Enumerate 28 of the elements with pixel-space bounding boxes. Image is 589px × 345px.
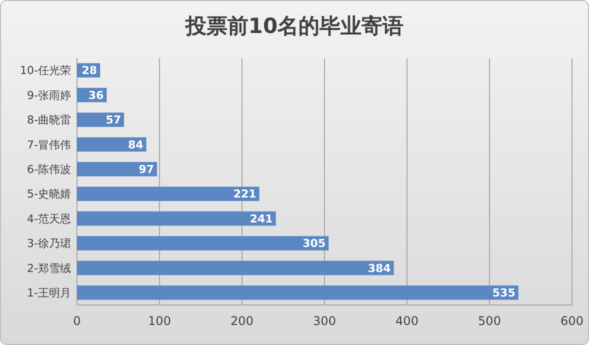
data-label: 384 [368, 262, 392, 275]
y-tick-label: 6-陈伟波 [27, 163, 71, 176]
data-label: 57 [106, 114, 122, 127]
x-tick-label: 100 [148, 314, 171, 328]
data-label: 84 [128, 138, 144, 152]
x-tick-label: 200 [230, 314, 254, 328]
y-tick-label: 8-曲晓雷 [27, 114, 71, 127]
y-tick-label: 1-王明月 [27, 286, 71, 300]
x-tick-label: 400 [396, 314, 418, 328]
data-label: 305 [302, 237, 326, 250]
data-label: 241 [250, 212, 273, 226]
chart-title: 投票前10名的毕业寄语 [184, 14, 404, 38]
y-tick-label: 9-张雨婷 [27, 88, 71, 102]
y-tick-label: 3-徐乃珺 [27, 237, 71, 250]
x-tick-label: 0 [73, 314, 81, 328]
y-tick-label: 2-郑雪绒 [27, 262, 71, 275]
x-tick-label: 500 [478, 314, 501, 328]
y-tick-label: 4-范天恩 [27, 212, 71, 226]
y-tick-label: 7-冒伟伟 [27, 138, 71, 152]
data-label: 97 [138, 163, 154, 176]
data-label: 535 [492, 286, 516, 300]
x-tick-label: 300 [313, 314, 336, 328]
x-tick-label: 600 [560, 314, 584, 328]
data-label: 28 [82, 64, 98, 78]
y-tick-label: 10-任光荣 [20, 64, 71, 78]
data-label: 36 [88, 88, 104, 102]
data-label: 221 [233, 188, 256, 201]
y-tick-label: 5-史晓婧 [27, 188, 71, 201]
